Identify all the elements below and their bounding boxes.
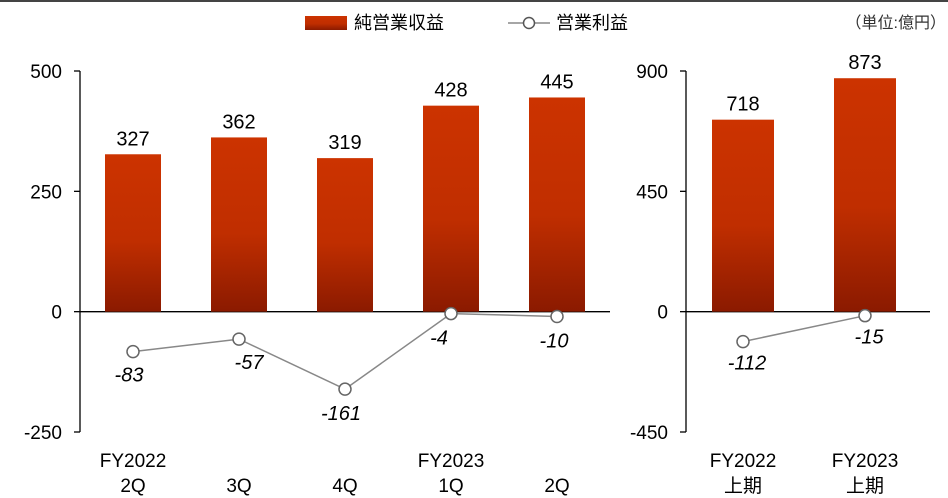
- legend-bar-label: 純営業収益: [354, 13, 444, 33]
- chart2-line-label: -112: [728, 353, 767, 375]
- chart1-line-label: -161: [321, 403, 361, 425]
- chart1-category-label: 1Q: [438, 476, 463, 497]
- chart1-line-label: -57: [235, 352, 265, 374]
- chart2-bar: [712, 119, 774, 312]
- chart2-line-marker: [736, 334, 750, 349]
- legend-marker-icon: [522, 16, 536, 30]
- chart1-line-marker: [444, 306, 458, 321]
- chart2-bar: [834, 78, 896, 312]
- chart1-bar: [211, 137, 267, 312]
- chart1-bar-label: 327: [116, 128, 149, 150]
- chart1-category-label: FY2022: [100, 451, 167, 472]
- chart1-line-label: -83: [115, 365, 144, 387]
- chart2-y-tick-label: 900: [636, 62, 668, 83]
- chart1-bar: [105, 154, 161, 312]
- chart1-line-label: -10: [540, 330, 569, 352]
- chart2-bar-label: 718: [726, 94, 759, 116]
- chart1-bar-label: 428: [434, 80, 467, 102]
- chart1-category-label: FY2023: [418, 451, 485, 472]
- chart1-line-marker: [232, 332, 246, 346]
- chart1-y-tick-label: 500: [30, 62, 62, 83]
- chart1-y-tick-label: -250: [24, 423, 62, 444]
- chart1-bar: [423, 105, 479, 312]
- chart2-y-tick-label: -450: [630, 423, 668, 444]
- chart2-category-label: 上期: [846, 475, 884, 497]
- legend-line-label: 営業利益: [556, 13, 628, 33]
- chart2-category-label: FY2023: [832, 451, 899, 472]
- chart2-line-series: [742, 314, 866, 343]
- chart1-category-label: 4Q: [332, 476, 357, 497]
- chart2-bar-label: 873: [848, 52, 881, 74]
- chart1-line-marker: [126, 344, 140, 359]
- chart2-line-marker: [858, 308, 872, 323]
- legend: 純営業収益 営業利益: [305, 13, 628, 33]
- chart2-category-label: 上期: [724, 475, 762, 497]
- chart2-line-label: -15: [855, 327, 885, 349]
- legend-bar-swatch: [305, 16, 347, 30]
- chart1-y-tick-label: 250: [30, 182, 62, 203]
- chart1-bar: [529, 97, 585, 312]
- chart2-y-tick-label: 0: [657, 303, 668, 324]
- chart1-bar-label: 362: [222, 111, 255, 133]
- charts-group: 500 250 0 -250 327 362 319 428 445 -83 -57 -161 -4 -1…: [24, 52, 930, 497]
- chart1-category-label: 2Q: [120, 476, 145, 497]
- chart1-category-label: 2Q: [544, 476, 569, 497]
- chart2-category-label: FY2022: [710, 451, 777, 472]
- chart1-line-marker: [550, 309, 564, 324]
- chart1-bar-label: 445: [540, 71, 573, 93]
- chart1-line-series: [132, 312, 558, 391]
- chart1-bar-label: 319: [328, 132, 361, 154]
- chart1-category-label: 3Q: [226, 476, 251, 497]
- chart1-line-marker: [338, 382, 352, 396]
- chart1-y-tick-label: 0: [51, 303, 62, 324]
- chart2-y-tick-label: 450: [636, 182, 668, 203]
- chart1-line-label: -4: [430, 328, 448, 350]
- unit-note: （単位:億円）: [846, 14, 946, 32]
- chart1-bar: [317, 158, 373, 312]
